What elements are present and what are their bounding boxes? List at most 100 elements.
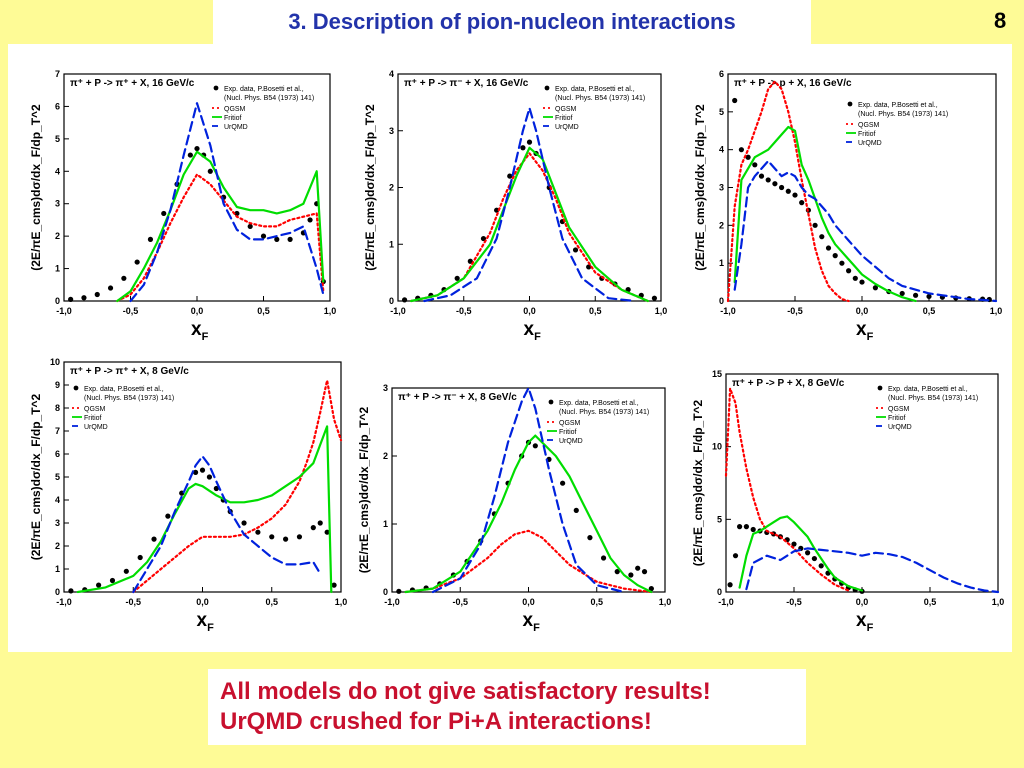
series-line-fritiof [738, 515, 864, 592]
data-point [745, 154, 751, 160]
data-point [818, 563, 824, 569]
data-point [812, 222, 818, 228]
data-point [494, 207, 500, 213]
y-tick-label: 1 [55, 264, 60, 274]
series-line-fritiof [410, 146, 650, 303]
reaction-label: π⁺ + P -> π⁺ + X, 16 GeV/c [70, 78, 195, 89]
x-tick-label: 0,5 [265, 597, 278, 607]
page-number: 8 [994, 8, 1007, 33]
legend: Exp. data, P.Bosetti et al., (Nucl. Phys.… [543, 85, 645, 131]
x-tick-label: 0,0 [856, 597, 869, 607]
data-point [96, 582, 102, 588]
series-line-urqmd [733, 159, 998, 303]
legend-qgsm-label: QGSM [559, 420, 581, 427]
x-tick-label: -0,5 [786, 597, 802, 607]
x-tick-label: 1,0 [990, 306, 1003, 316]
x-tick-label: -1,0 [384, 597, 400, 607]
data-point [839, 260, 845, 266]
reaction-label: π⁺ + P -> π⁻ + X, 8 GeV/c [398, 392, 517, 403]
x-axis-label: xF [197, 610, 215, 634]
y-axis-label: (2E/πE_cms)dσ/dx_F/dp_T^2 [357, 406, 371, 573]
data-point [274, 236, 280, 242]
x-tick-label: 0,5 [924, 597, 937, 607]
x-axis-label: xF [191, 319, 209, 343]
data-point [832, 253, 838, 259]
data-point [94, 291, 100, 298]
legend-exp-label: Exp. data, P.Bosetti et al., [559, 400, 639, 407]
data-point [123, 568, 129, 574]
x-tick-label: -0,5 [125, 597, 141, 607]
data-point [648, 586, 654, 592]
legend-qgsm-label: QGSM [224, 106, 246, 113]
y-axis-label: (2E/πE_cms)dσ/dx_F/dp_T^2 [363, 104, 377, 271]
y-tick-label: 3 [383, 383, 388, 393]
data-point [520, 145, 526, 151]
legend: Exp. data, P.Bosetti et al., (Nucl. Phys.… [876, 385, 978, 431]
data-point [750, 526, 756, 533]
x-tick-label: 0,0 [523, 306, 536, 316]
legend-ref-label: (Nucl. Phys. B54 (1973) 141) [888, 395, 978, 402]
data-point [287, 236, 293, 242]
x-tick-label: -0,5 [452, 597, 468, 607]
legend-ref-label: (Nucl. Phys. B54 (1973) 141) [84, 395, 174, 402]
legend-exp-label: Exp. data, P.Bosetti et al., [888, 386, 968, 393]
data-point [532, 443, 538, 449]
y-tick-label: 10 [50, 357, 60, 367]
data-point [872, 285, 879, 291]
legend-fritiof-label: Fritiof [858, 131, 876, 138]
chart-5: -1,0 -0,5 0,0 0,5 1,0 0 1 2 3 xF (2E/πE_cms)dσ/dx_… [357, 383, 671, 634]
legend-fritiof-label: Fritiof [84, 415, 102, 422]
data-point [526, 139, 533, 145]
y-axis-label: (2E/πE_cms)dσ/dx_F/dp_T^2 [691, 399, 705, 566]
legend-urqmd-label: UrQMD [888, 424, 912, 431]
data-point [307, 217, 313, 223]
series-line-qgsm [726, 80, 850, 303]
x-axis-label: xF [524, 319, 542, 343]
data-point [859, 279, 865, 285]
x-tick-label: -1,0 [718, 597, 734, 607]
chart-2: -1,0 -0,5 0,0 0,5 1,0 0 1 2 3 4 xF (2E/πE_cms)dσ/dx… [363, 69, 667, 343]
data-point [396, 588, 402, 594]
y-tick-label: 0 [55, 587, 60, 597]
data-point [758, 173, 765, 179]
series-exp-data [401, 139, 658, 303]
x-tick-label: 0,0 [191, 306, 204, 316]
data-point [799, 200, 805, 206]
y-tick-label: 5 [717, 514, 722, 524]
data-point [147, 236, 154, 242]
x-tick-label: 0,5 [590, 597, 603, 607]
data-point [752, 162, 758, 168]
x-axis-label: xF [523, 610, 541, 634]
data-point [317, 520, 323, 526]
plot-frame [63, 73, 331, 302]
legend-exp-label: Exp. data, P.Bosetti et al., [555, 86, 635, 93]
data-point [792, 192, 798, 198]
y-tick-label: 3 [389, 126, 394, 136]
y-tick-label: 1 [389, 239, 394, 249]
data-point [819, 234, 825, 240]
data-point [213, 485, 219, 492]
x-tick-label: 0,5 [589, 306, 602, 316]
legend: Exp. data, P.Bosetti et al., (Nucl. Phys.… [846, 101, 948, 147]
data-point [241, 520, 247, 526]
legend-fritiof-label: Fritiof [888, 415, 906, 422]
y-tick-label: 0 [55, 296, 60, 306]
x-tick-label: 0,5 [257, 306, 270, 316]
y-tick-label: 1 [55, 564, 60, 574]
y-tick-label: 0 [383, 587, 388, 597]
y-tick-label: 4 [55, 166, 60, 176]
y-tick-label: 2 [389, 183, 394, 193]
data-point [467, 258, 473, 264]
legend-exp-marker [548, 399, 554, 405]
data-point [296, 534, 303, 540]
x-tick-label: -1,0 [720, 306, 736, 316]
legend-exp-marker [213, 85, 219, 91]
legend-fritiof-label: Fritiof [224, 115, 242, 122]
y-tick-label: 0 [717, 587, 722, 597]
legend-qgsm-label: QGSM [84, 406, 106, 413]
legend-qgsm-label: QGSM [888, 406, 910, 413]
y-tick-label: 7 [55, 426, 60, 436]
x-tick-label: 1,0 [655, 306, 668, 316]
reaction-label: π⁺ + P -> p + X, 16 GeV/c [734, 78, 852, 89]
chart-panel: -1,0 -0,5 0,0 0,5 1,0 0 1 2 3 4 5 6 7 xF (2E/πE_cms)dσ… [8, 44, 1012, 652]
